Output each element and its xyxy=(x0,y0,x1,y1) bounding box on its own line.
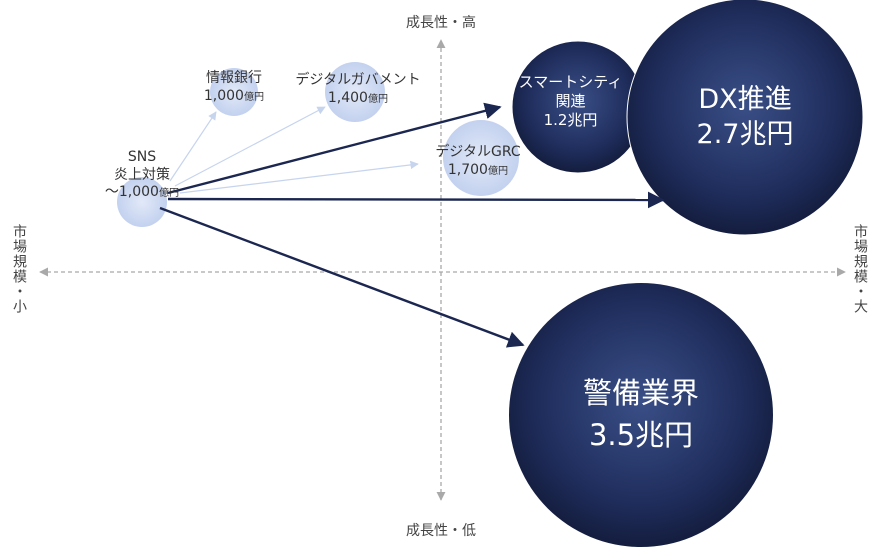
label-dx-name: DX推進 xyxy=(698,84,792,115)
arrow-sns-to-grc xyxy=(179,160,419,194)
label-grc-name: デジタルGRC xyxy=(435,144,521,160)
label-grc-value: 1,700 xyxy=(447,161,488,178)
label-dx-size: 2.7兆円 xyxy=(696,119,794,151)
axis-label-left: 市場規模・小 xyxy=(11,224,27,314)
label-sns: SNS 炎上対策 ～1,000億円 xyxy=(72,149,212,202)
label-digigov-size: 1,400億円 xyxy=(283,90,433,108)
bubble-digigov xyxy=(325,62,385,122)
arrow-sns-to-digigov xyxy=(174,106,326,187)
axis-label-top: 成長性・高 xyxy=(406,15,476,31)
label-bank: 情報銀行 1,000億円 xyxy=(174,70,294,105)
label-smartcity-name: スマートシティ xyxy=(518,73,623,91)
label-bank-name: 情報銀行 xyxy=(206,70,262,86)
label-smartcity-sub: 関連 xyxy=(555,91,586,110)
label-security: 警備業界 3.5兆円 xyxy=(541,372,741,456)
label-sns-size: ～1,000億円 xyxy=(72,184,212,202)
label-bank-size: 1,000億円 xyxy=(174,88,294,106)
arrow-sns-to-smartcity xyxy=(167,102,502,195)
label-bank-unit: 億円 xyxy=(243,91,265,103)
label-smartcity-size: 1.2兆円 xyxy=(543,110,598,129)
label-dx: DX推進 2.7兆円 xyxy=(655,82,835,152)
label-digigov-name: デジタルガバメント xyxy=(295,72,421,88)
label-sns-unit: 億円 xyxy=(158,188,180,199)
arrow-sns-to-bank xyxy=(169,111,217,182)
axis-label-bottom: 成長性・低 xyxy=(406,523,476,539)
label-digigov: デジタルガバメント 1,400億円 xyxy=(283,72,433,107)
bubble-security xyxy=(509,283,773,547)
label-smartcity: スマートシティ 関連 1.2兆円 xyxy=(503,73,638,129)
label-security-name: 警備業界 xyxy=(582,376,699,410)
label-grc-unit: 億円 xyxy=(487,165,509,177)
axis-label-right: 市場規模・大 xyxy=(852,224,868,314)
bubble-dx xyxy=(626,0,864,236)
label-sns-value: ～1,000 xyxy=(104,184,159,200)
label-sns-topic: 炎上対策 xyxy=(114,166,170,183)
label-security-size: 3.5兆円 xyxy=(588,418,694,453)
bubble-sns xyxy=(117,177,167,227)
arrow-sns-to-dx xyxy=(167,191,665,209)
label-digigov-unit: 億円 xyxy=(367,93,389,105)
label-digigov-value: 1,400 xyxy=(327,89,368,106)
label-bank-value: 1,000 xyxy=(203,87,244,104)
bubble-grc xyxy=(443,120,519,196)
label-sns-name: SNS xyxy=(127,149,157,165)
arrow-sns-to-security xyxy=(159,206,525,348)
bubble-bank xyxy=(210,68,258,116)
label-grc: デジタルGRC 1,700億円 xyxy=(418,144,538,179)
label-grc-size: 1,700億円 xyxy=(418,162,538,180)
